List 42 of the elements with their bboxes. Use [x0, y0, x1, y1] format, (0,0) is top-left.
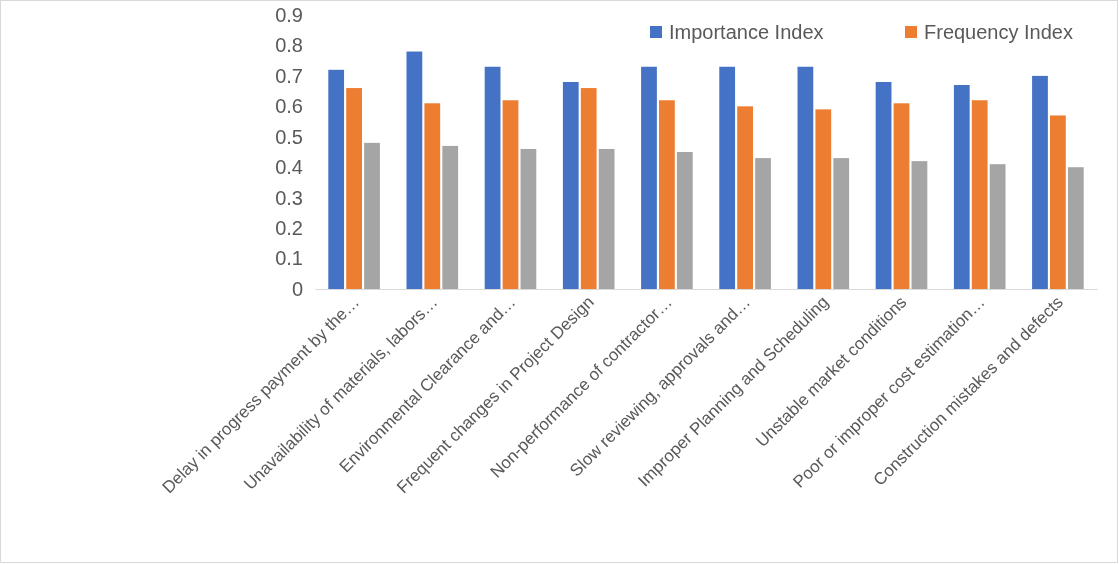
bar: [737, 106, 753, 289]
y-tick-label: 0.1: [275, 247, 303, 270]
bar: [502, 100, 519, 289]
bar: [719, 66, 736, 289]
bar: [641, 66, 657, 289]
bar: [911, 161, 928, 289]
bar: [893, 103, 910, 289]
bar: [562, 81, 579, 289]
bar: [1067, 167, 1084, 289]
bar: [520, 148, 537, 289]
y-tick-label: 0.4: [275, 156, 303, 179]
y-tick-label: 0.6: [275, 95, 303, 118]
bar: [364, 142, 380, 289]
bar: [442, 145, 459, 289]
bar: [484, 66, 501, 289]
bar: [1050, 115, 1066, 289]
bar: [989, 164, 1006, 289]
bar: [953, 85, 970, 289]
bar: [424, 103, 441, 289]
y-tick-label: 0.8: [275, 34, 303, 57]
bar: [797, 66, 814, 289]
y-tick-label: 0.9: [275, 3, 303, 26]
legend-label: Frequency Index: [924, 21, 1073, 43]
bar: [676, 152, 693, 289]
bar: [346, 88, 362, 289]
bar: [659, 100, 675, 289]
legend-label: Importance Index: [669, 21, 824, 43]
y-tick-label: 0.7: [275, 64, 303, 87]
bar: [833, 158, 850, 289]
bar: [406, 51, 423, 289]
bar: [598, 148, 615, 289]
bar: [580, 88, 597, 289]
bar: [875, 81, 892, 289]
bar: [1032, 75, 1048, 289]
bar: [328, 69, 345, 289]
bar: [971, 100, 988, 289]
y-tick-label: 0.2: [275, 217, 303, 240]
y-tick-label: 0.3: [275, 186, 303, 209]
y-tick-label: 0.5: [275, 125, 303, 148]
bar: [755, 158, 771, 289]
y-tick-label: 0: [291, 277, 303, 300]
bar: [815, 109, 832, 289]
